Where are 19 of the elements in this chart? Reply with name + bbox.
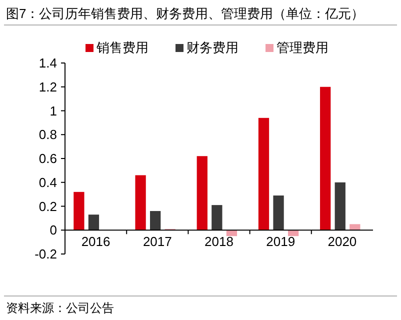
- y-tick-label: 1: [50, 103, 57, 118]
- y-tick-label: 0.2: [38, 198, 57, 214]
- x-tick-label: 2020: [328, 234, 357, 250]
- x-tick-label: 2017: [142, 234, 172, 250]
- y-tick-label: 0.6: [38, 151, 57, 166]
- y-tick-label: 0.4: [38, 174, 57, 190]
- chart-title: 图7：公司历年销售费用、财务费用、管理费用（单位：亿元）: [6, 6, 364, 21]
- y-tick-label: 0: [50, 222, 57, 238]
- legend-label: 销售费用: [96, 40, 148, 55]
- legend-label: 管理费用: [276, 40, 328, 55]
- text: 资料来源：公司公告: [6, 301, 114, 315]
- y-tick-label: 1.2: [38, 79, 57, 94]
- y-tick-label: 0.8: [38, 127, 57, 142]
- x-tick-label: 2018: [204, 234, 234, 250]
- x-tick-label: 2019: [266, 234, 296, 250]
- y-tick-label: 1.4: [38, 56, 57, 71]
- legend-label: 财务费用: [186, 40, 238, 55]
- x-tick-label: 2016: [81, 234, 110, 250]
- y-tick-label: -0.2: [34, 246, 57, 262]
